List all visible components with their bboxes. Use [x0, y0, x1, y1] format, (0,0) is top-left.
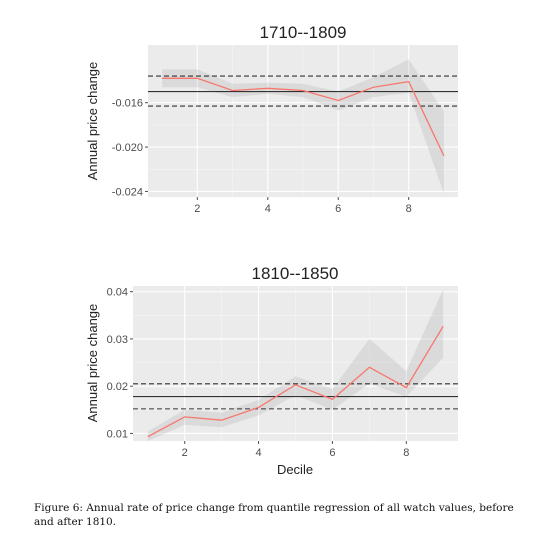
- y-tick-label: -0.024: [112, 186, 143, 198]
- y-tick-label: 0.03: [107, 334, 128, 346]
- reference-lines-bottom: [133, 383, 458, 410]
- panel-bottom: 0.01 0.02 0.03 0.04 2 4 6 8 1810--1850 Annual …: [85, 264, 458, 477]
- chart-title-bottom: 1810--1850: [252, 264, 339, 283]
- y-tick-label: 0.04: [107, 287, 128, 299]
- y-tick-label: -0.016: [112, 98, 143, 110]
- gridlines-top: [148, 45, 458, 197]
- x-axis-title-bottom: Decile: [277, 462, 313, 477]
- confidence-band-top: [162, 59, 444, 194]
- y-tick-label: 0.01: [107, 428, 128, 440]
- confidence-band-bottom: [147, 289, 444, 441]
- chart-title-top: 1710--1809: [260, 23, 347, 42]
- panel-top: -0.024 -0.020 -0.016 2 4 6 8 1710--1809 Annua…: [85, 23, 458, 215]
- x-tick-label: 8: [406, 203, 412, 215]
- x-tick-label: 4: [265, 203, 271, 215]
- figure-caption: Figure 6: Annual rate of price change fr…: [34, 502, 514, 528]
- x-tick-labels-bottom: 2 4 6 8: [182, 441, 409, 459]
- x-tick-label: 2: [182, 447, 188, 459]
- x-tick-label: 6: [335, 203, 341, 215]
- y-tick-labels-top: -0.024 -0.020 -0.016: [112, 98, 148, 198]
- gridlines-bottom: [133, 286, 458, 441]
- x-tick-label: 8: [403, 447, 409, 459]
- y-tick-label: 0.02: [107, 381, 128, 393]
- x-tick-label: 2: [194, 203, 200, 215]
- reference-lines-top: [148, 75, 458, 107]
- y-tick-labels-bottom: 0.01 0.02 0.03 0.04: [107, 287, 133, 440]
- x-tick-labels-top: 2 4 6 8: [194, 197, 412, 215]
- x-tick-label: 4: [256, 447, 262, 459]
- y-tick-label: -0.020: [112, 142, 143, 154]
- series-line-top: [162, 77, 445, 157]
- y-axis-title-bottom: Annual price change: [85, 304, 100, 423]
- series-line-bottom: [147, 325, 444, 438]
- y-axis-title-top: Annual price change: [85, 62, 100, 181]
- x-tick-label: 6: [329, 447, 335, 459]
